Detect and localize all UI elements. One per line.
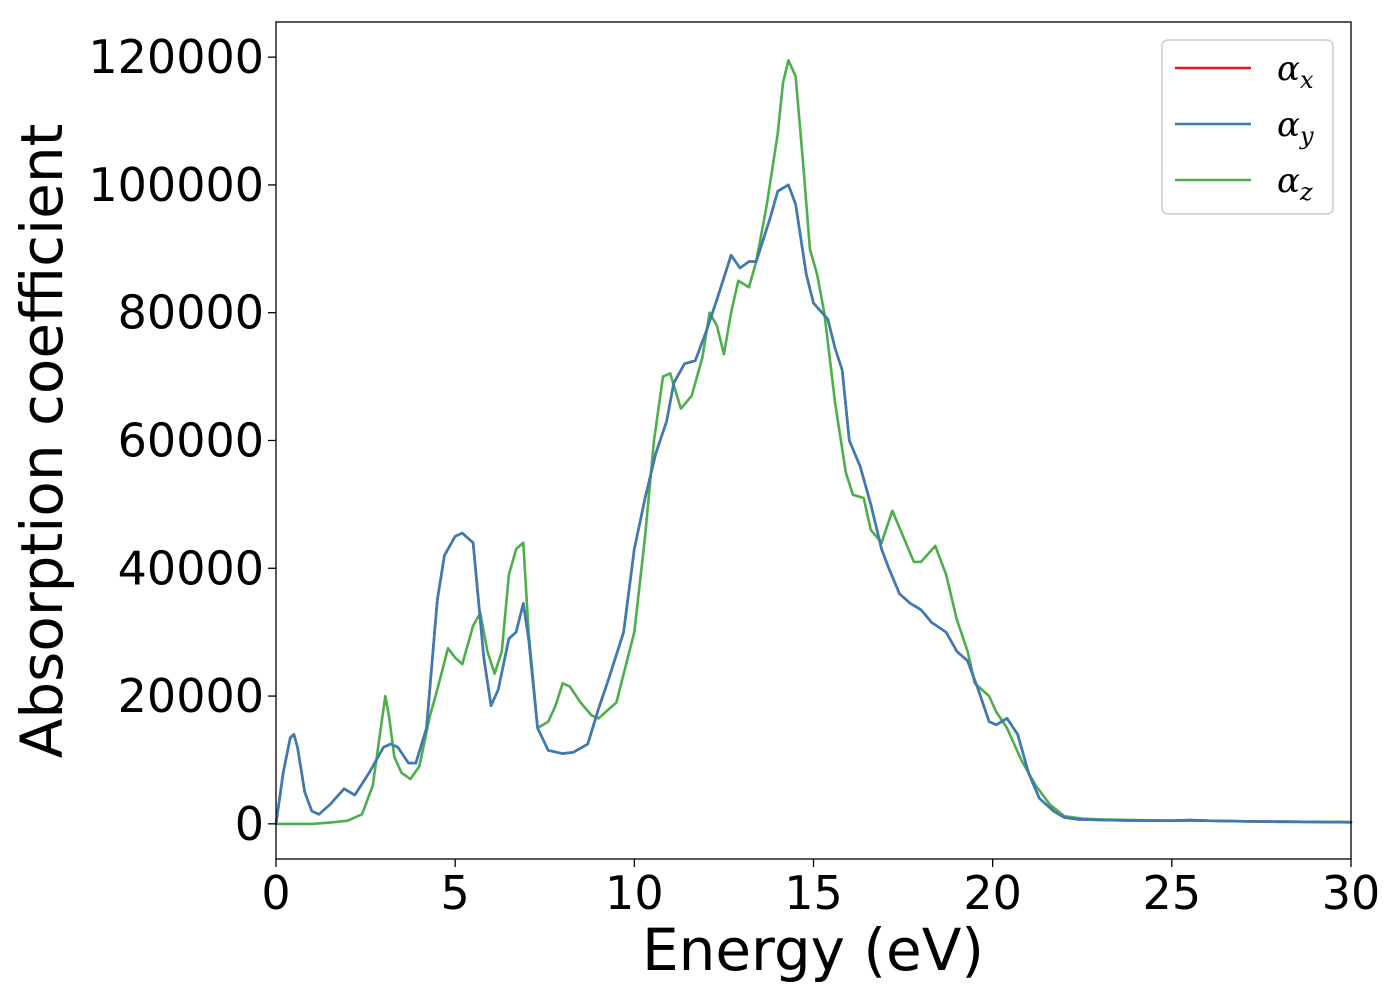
y-tick-label: 100000 xyxy=(88,158,264,212)
legend-label-z: αz xyxy=(1277,161,1313,206)
x-tick-label: 20 xyxy=(963,866,1022,920)
x-tick-label: 30 xyxy=(1322,866,1381,920)
x-tick-label: 0 xyxy=(261,866,290,920)
y-tick-label: 120000 xyxy=(88,30,264,84)
x-tick-label: 25 xyxy=(1143,866,1202,920)
y-axis-title: Absorption coefficient xyxy=(8,124,76,759)
legend-label-x: αx xyxy=(1277,49,1314,94)
y-tick-label: 40000 xyxy=(118,541,264,595)
plot-lines xyxy=(274,58,1353,826)
legend-box xyxy=(1161,39,1334,215)
y-tick-label: 80000 xyxy=(118,286,264,340)
y-tick-label: 20000 xyxy=(118,669,264,723)
x-tick-label: 10 xyxy=(605,866,664,920)
x-axis-title: Energy (eV) xyxy=(642,916,984,984)
y-tick-label: 60000 xyxy=(118,414,264,468)
series-line-z xyxy=(274,58,1353,826)
series-line-y xyxy=(274,183,1353,826)
x-tick-label: 5 xyxy=(441,866,470,920)
y-tick-label: 0 xyxy=(235,797,264,851)
legend-label-y: αy xyxy=(1277,105,1314,150)
y-axis-ticks: 0 20000 40000 60000 80000 100000 120000 xyxy=(88,30,276,851)
legend: αx αy αz xyxy=(1161,39,1334,215)
x-axis-ticks: 0 5 10 15 20 25 30 xyxy=(261,859,1380,920)
x-tick-label: 15 xyxy=(784,866,843,920)
